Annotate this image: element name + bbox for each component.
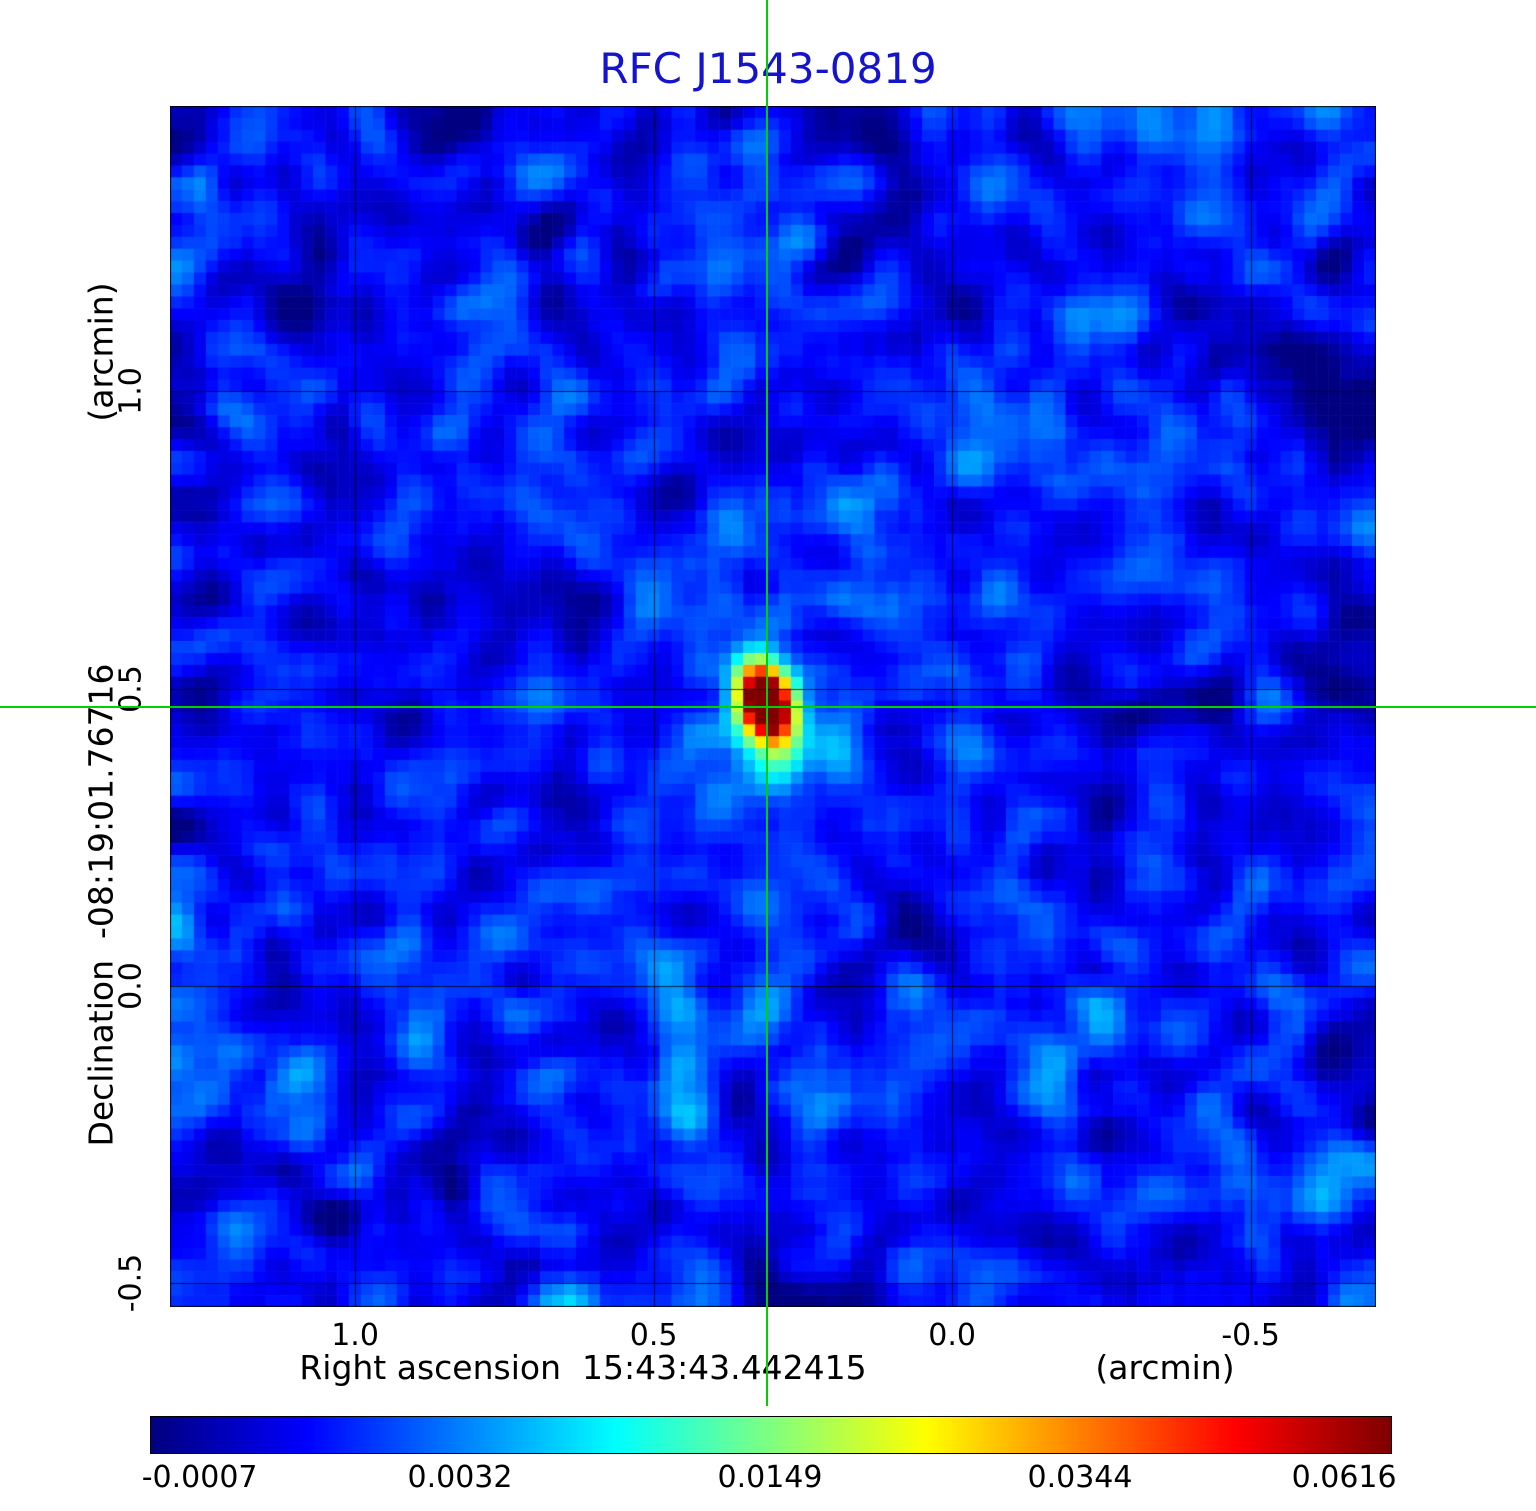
- page-title: RFC J1543-0819: [599, 44, 937, 93]
- y-tick-label: 0.0: [113, 962, 149, 1010]
- crosshair-horizontal-line: [0, 706, 1536, 708]
- colorbar-tick-label: 0.0616: [1291, 1460, 1397, 1495]
- x-tick-label: 0.0: [928, 1318, 976, 1353]
- x-tick-label: -0.5: [1221, 1318, 1280, 1353]
- x-tick-label: 0.5: [629, 1318, 678, 1353]
- colorbar-tick-label: 0.0032: [407, 1460, 513, 1495]
- y-tick-label: -0.5: [113, 1253, 149, 1313]
- colorbar-tick-label: -0.0007: [141, 1460, 258, 1495]
- crosshair-vertical-line: [766, 0, 768, 1406]
- colorbar-tick-label: 0.0344: [1027, 1460, 1133, 1495]
- colorbar-tick-label: 0.0149: [717, 1460, 823, 1495]
- colorbar: [150, 1416, 1392, 1454]
- y-tick-label: 1.0: [113, 367, 149, 416]
- y-axis-label: Declination -08:19:01.76716: [81, 663, 121, 1147]
- x-axis-unit: (arcmin): [1095, 1348, 1235, 1387]
- x-tick-label: 1.0: [331, 1318, 379, 1353]
- x-axis-label: Right ascension 15:43:43.442415: [299, 1348, 867, 1387]
